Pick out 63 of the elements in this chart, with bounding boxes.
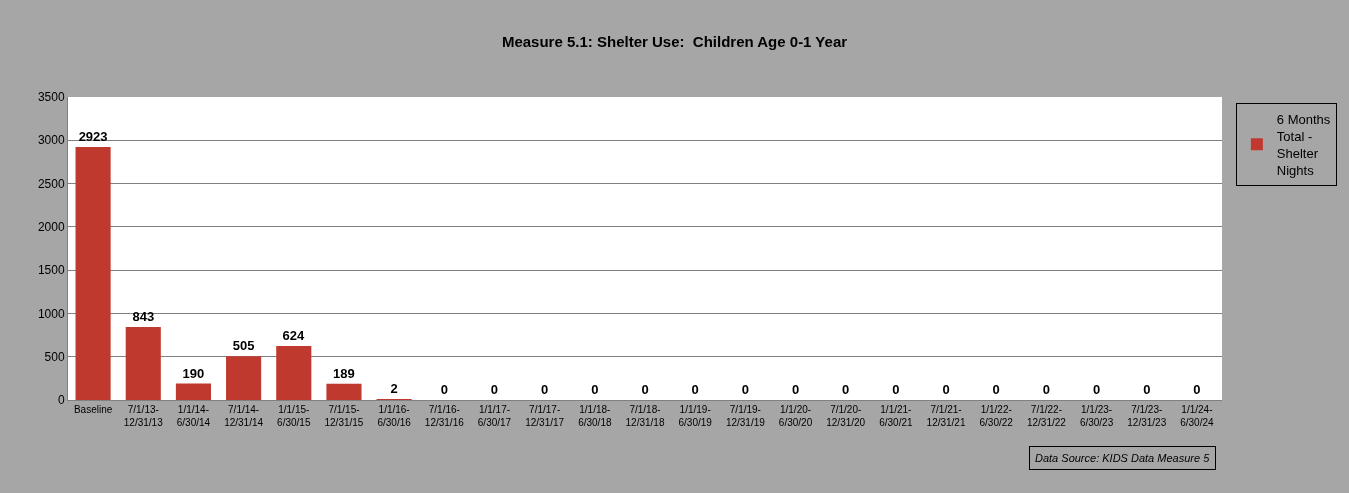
data-label: 0: [440, 382, 448, 397]
x-tick-label: 7/1/15- 12/31/15: [324, 404, 364, 428]
data-label: 190: [182, 365, 205, 381]
y-tick-label: 0: [57, 393, 65, 408]
y-tick-label: 3000: [37, 133, 65, 148]
data-label: 0: [892, 382, 900, 397]
source-note: Data Source: KIDS Data Measure 5: [1035, 452, 1211, 464]
data-label: 0: [641, 382, 649, 397]
data-label: 624: [282, 327, 306, 343]
y-tick-label: 3500: [37, 90, 65, 105]
bar: [226, 356, 262, 400]
data-label: 0: [1193, 382, 1201, 397]
x-tick-label: 1/1/17- 6/30/17: [477, 404, 512, 428]
chart-title: Measure 5.1: Shelter Use: Children Age 0-1 Year: [501, 33, 848, 51]
y-tick-label: 1500: [37, 263, 65, 278]
x-tick-label: 1/1/14- 6/30/14: [176, 404, 211, 428]
data-label: 0: [490, 382, 499, 397]
x-tick-label: 1/1/16- 6/30/16: [377, 404, 412, 428]
bar: [75, 146, 111, 400]
y-tick-label: 500: [44, 349, 65, 364]
data-label: 0: [591, 382, 599, 397]
y-tick-label: 1000: [37, 306, 65, 321]
data-label: 2923: [78, 128, 108, 144]
x-tick-label: 7/1/20- 12/31/20: [826, 404, 866, 428]
x-tick-label: 1/1/21- 6/30/21: [879, 404, 913, 428]
data-label: 0: [942, 382, 950, 397]
x-tick-label: 7/1/21- 12/31/21: [926, 404, 966, 428]
bar: [276, 345, 312, 400]
x-tick-label: 1/1/22- 6/30/22: [979, 404, 1014, 428]
x-tick-label: 7/1/23- 12/31/23: [1127, 404, 1167, 428]
x-tick-label: 1/1/23- 6/30/23: [1079, 404, 1114, 428]
x-tick-label: 1/1/19- 6/30/19: [678, 404, 713, 428]
data-label: 0: [1143, 382, 1151, 397]
data-label: 505: [232, 338, 255, 354]
x-tick-label: 7/1/18- 12/31/18: [625, 404, 665, 428]
data-label: 0: [541, 382, 549, 397]
data-label: 843: [132, 309, 155, 325]
x-tick-label: 1/1/24- 6/30/24: [1180, 404, 1215, 428]
x-tick-label: 7/1/13- 12/31/13: [123, 404, 164, 428]
bar: [326, 383, 362, 400]
bar: [175, 383, 211, 400]
x-tick-label: 1/1/18- 6/30/18: [578, 404, 612, 428]
x-tick-label: 7/1/14- 12/31/14: [224, 404, 264, 428]
bar: [125, 327, 161, 400]
data-label: 0: [691, 382, 699, 397]
y-tick-label: 2500: [37, 176, 65, 191]
x-tick-label: 1/1/15- 6/30/15: [277, 404, 311, 428]
x-tick-label: 7/1/22- 12/31/22: [1026, 404, 1067, 428]
data-label: 0: [1092, 382, 1101, 397]
data-label: 0: [1042, 382, 1051, 397]
data-label: 0: [992, 382, 1000, 397]
data-label: 189: [333, 365, 355, 381]
legend-label: 6 Months Total - Shelter Nights: [1276, 112, 1331, 178]
data-label: 0: [791, 382, 800, 397]
x-tick-label: 7/1/19- 12/31/19: [725, 404, 766, 428]
x-tick-label: Baseline: [73, 404, 113, 415]
y-tick-label: 2000: [37, 220, 65, 235]
x-tick-label: 7/1/16- 12/31/16: [424, 404, 465, 428]
data-label: 0: [741, 382, 749, 397]
data-label: 2: [390, 381, 398, 396]
x-tick-label: 7/1/17- 12/31/17: [525, 404, 565, 428]
x-tick-label: 1/1/20- 6/30/20: [778, 404, 813, 428]
data-label: 0: [842, 382, 850, 397]
